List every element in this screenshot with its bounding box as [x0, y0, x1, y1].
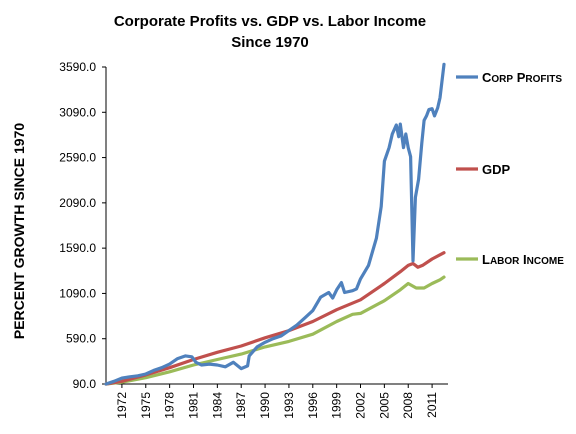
series-lines [104, 62, 446, 386]
legend-label-labor-income: LABOR INCOME [482, 252, 564, 267]
chart-title: Corporate Profits vs. GDP vs. Labor Inco… [114, 13, 426, 30]
x-tick-label: 1975 [139, 392, 153, 419]
x-tick-label: 1984 [210, 392, 224, 419]
y-tick-label: 1590.0 [59, 241, 96, 255]
x-tick-label: 1981 [186, 392, 200, 419]
x-tick-label: 1999 [330, 392, 344, 419]
x-tick-label: 2005 [377, 392, 391, 419]
x-tick-label: 1990 [258, 392, 272, 419]
y-ticks: 90.0 590.0 1090.0 1590.0 2090.0 2590.0 3090.0 3… [59, 60, 106, 391]
series-line-corp-profits [104, 62, 446, 386]
chart-subtitle: Since 1970 [231, 34, 309, 51]
x-tick-label: 2002 [354, 392, 368, 419]
y-tick-label: 3590.0 [59, 60, 96, 74]
y-tick-label: 1090.0 [59, 286, 96, 300]
x-tick-label: 1987 [234, 392, 248, 419]
legend-label-corp-profits: CORP PROFITS [482, 70, 562, 85]
y-tick-label: 2590.0 [59, 151, 96, 165]
legend-label-gdp: GDP [482, 162, 511, 177]
y-tick-label: 2090.0 [59, 196, 96, 210]
series-line-gdp [104, 251, 446, 386]
y-tick-label: 90.0 [73, 377, 97, 391]
x-tick-label: 2011 [425, 392, 439, 418]
x-tick-label: 1978 [163, 392, 177, 419]
y-tick-label: 590.0 [66, 332, 96, 346]
x-tick-label: 1996 [306, 392, 320, 419]
x-tick-label: 1972 [115, 392, 129, 419]
legend: CORP PROFITS GDP LABOR INCOME [456, 70, 564, 267]
x-tick-label: 2008 [401, 392, 415, 419]
y-axis-label: PERCENT GROWTH SINCE 1970 [11, 123, 27, 339]
series-line-labor-income [104, 275, 446, 386]
x-tick-label: 1993 [282, 392, 296, 419]
y-tick-label: 3090.0 [59, 105, 96, 119]
x-ticks: 1972 1975 1978 1981 1984 1987 1990 1993 1996 1999… [115, 384, 439, 419]
